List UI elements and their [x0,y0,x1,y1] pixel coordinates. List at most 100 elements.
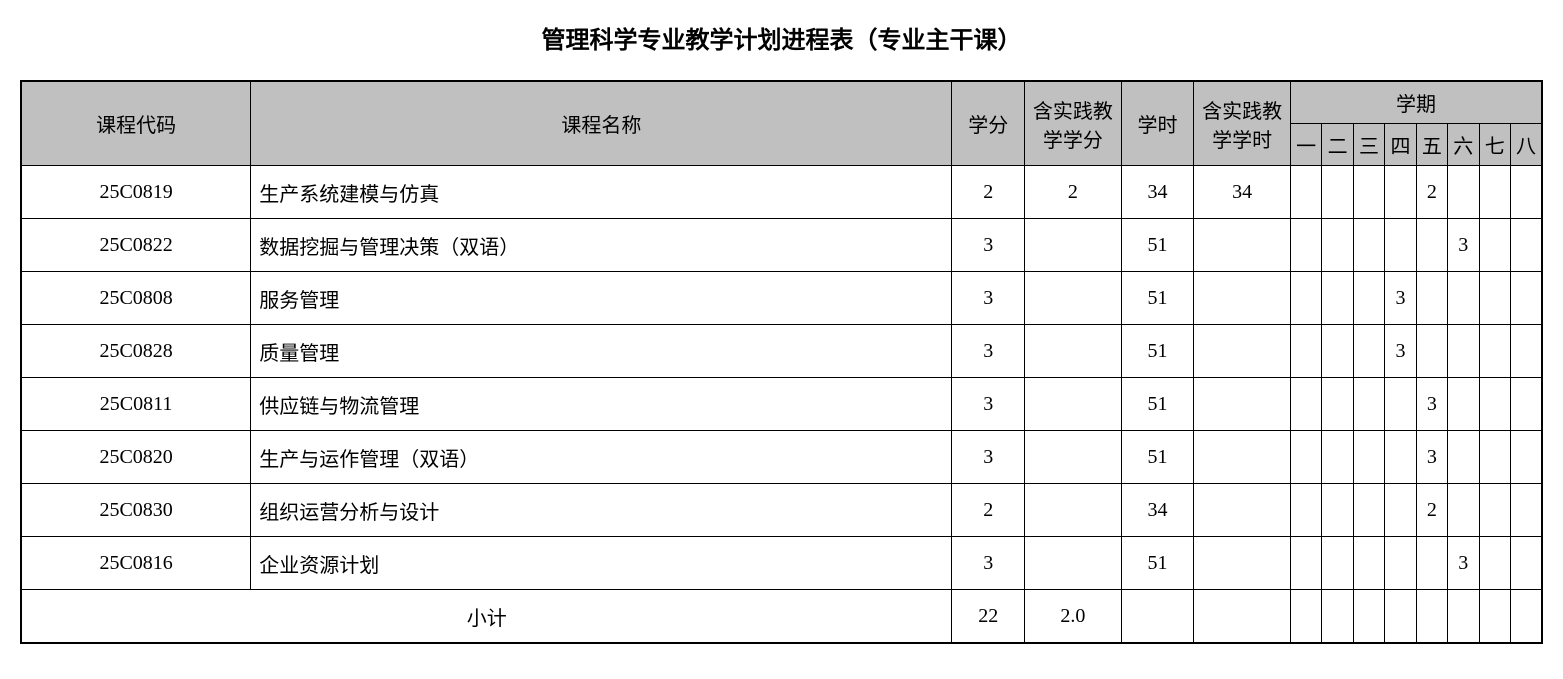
subtotal-sem [1448,590,1479,644]
cell-hours: 51 [1121,272,1194,325]
cell-sem [1479,325,1510,378]
cell-sem [1322,272,1353,325]
cell-sem [1416,272,1447,325]
header-sem-6: 六 [1448,124,1479,166]
header-practice-hours: 含实践教学学时 [1194,81,1291,166]
cell-sem [1479,431,1510,484]
subtotal-label: 小计 [21,590,952,644]
cell-sem [1322,484,1353,537]
cell-code: 25C0820 [21,431,251,484]
subtotal-credit: 22 [952,590,1025,644]
cell-hours: 51 [1121,537,1194,590]
subtotal-sem [1385,590,1416,644]
cell-name: 质量管理 [251,325,952,378]
subtotal-sem [1416,590,1447,644]
cell-sem [1385,219,1416,272]
cell-sem [1385,166,1416,219]
cell-sem [1448,325,1479,378]
cell-sem [1510,166,1542,219]
cell-name: 数据挖掘与管理决策（双语） [251,219,952,272]
cell-sem [1290,537,1321,590]
header-sem-5: 五 [1416,124,1447,166]
header-credit: 学分 [952,81,1025,166]
cell-sem [1448,166,1479,219]
cell-code: 25C0822 [21,219,251,272]
cell-sem [1385,378,1416,431]
cell-sem [1322,537,1353,590]
cell-phours [1194,272,1291,325]
cell-sem [1290,484,1321,537]
cell-name: 企业资源计划 [251,537,952,590]
header-sem-8: 八 [1510,124,1542,166]
cell-pcredit [1025,378,1122,431]
cell-sem: 3 [1385,272,1416,325]
cell-credit: 3 [952,272,1025,325]
cell-name: 生产系统建模与仿真 [251,166,952,219]
cell-phours [1194,325,1291,378]
cell-credit: 2 [952,166,1025,219]
table-row: 25C0822数据挖掘与管理决策（双语）3513 [21,219,1542,272]
cell-phours [1194,537,1291,590]
table-row: 25C0820生产与运作管理（双语）3513 [21,431,1542,484]
cell-sem [1479,219,1510,272]
curriculum-table: 课程代码 课程名称 学分 含实践教学学分 学时 含实践教学学时 学期 一 二 三… [20,80,1543,644]
cell-sem [1416,219,1447,272]
cell-sem [1353,484,1384,537]
header-code: 课程代码 [21,81,251,166]
header-sem-3: 三 [1353,124,1384,166]
cell-name: 服务管理 [251,272,952,325]
header-sem-1: 一 [1290,124,1321,166]
cell-sem [1385,484,1416,537]
cell-sem [1479,484,1510,537]
cell-code: 25C0808 [21,272,251,325]
subtotal-phours [1194,590,1291,644]
cell-hours: 51 [1121,378,1194,431]
cell-sem [1353,378,1384,431]
cell-sem: 3 [1416,378,1447,431]
cell-sem [1385,537,1416,590]
cell-credit: 2 [952,484,1025,537]
cell-sem [1322,166,1353,219]
cell-pcredit [1025,272,1122,325]
cell-pcredit [1025,537,1122,590]
header-sem-2: 二 [1322,124,1353,166]
cell-sem [1322,219,1353,272]
cell-sem [1385,431,1416,484]
cell-sem [1290,431,1321,484]
cell-name: 供应链与物流管理 [251,378,952,431]
cell-phours [1194,431,1291,484]
cell-sem [1416,537,1447,590]
cell-sem [1353,219,1384,272]
subtotal-sem [1290,590,1321,644]
cell-pcredit: 2 [1025,166,1122,219]
cell-code: 25C0816 [21,537,251,590]
header-sem-7: 七 [1479,124,1510,166]
header-practice-credit: 含实践教学学分 [1025,81,1122,166]
header-sem-4: 四 [1385,124,1416,166]
cell-sem [1290,166,1321,219]
cell-phours: 34 [1194,166,1291,219]
cell-sem [1322,378,1353,431]
subtotal-sem [1479,590,1510,644]
cell-sem [1353,431,1384,484]
cell-sem [1479,166,1510,219]
cell-sem [1510,484,1542,537]
cell-sem: 2 [1416,166,1447,219]
cell-sem [1353,272,1384,325]
cell-sem [1290,378,1321,431]
cell-credit: 3 [952,378,1025,431]
cell-pcredit [1025,325,1122,378]
cell-pcredit [1025,484,1122,537]
cell-hours: 34 [1121,484,1194,537]
cell-sem [1416,325,1447,378]
subtotal-sem [1353,590,1384,644]
table-row: 25C0828质量管理3513 [21,325,1542,378]
cell-credit: 3 [952,537,1025,590]
cell-sem [1479,537,1510,590]
cell-code: 25C0811 [21,378,251,431]
cell-sem [1353,325,1384,378]
header-name: 课程名称 [251,81,952,166]
cell-phours [1194,378,1291,431]
subtotal-sem [1510,590,1542,644]
cell-sem [1510,378,1542,431]
